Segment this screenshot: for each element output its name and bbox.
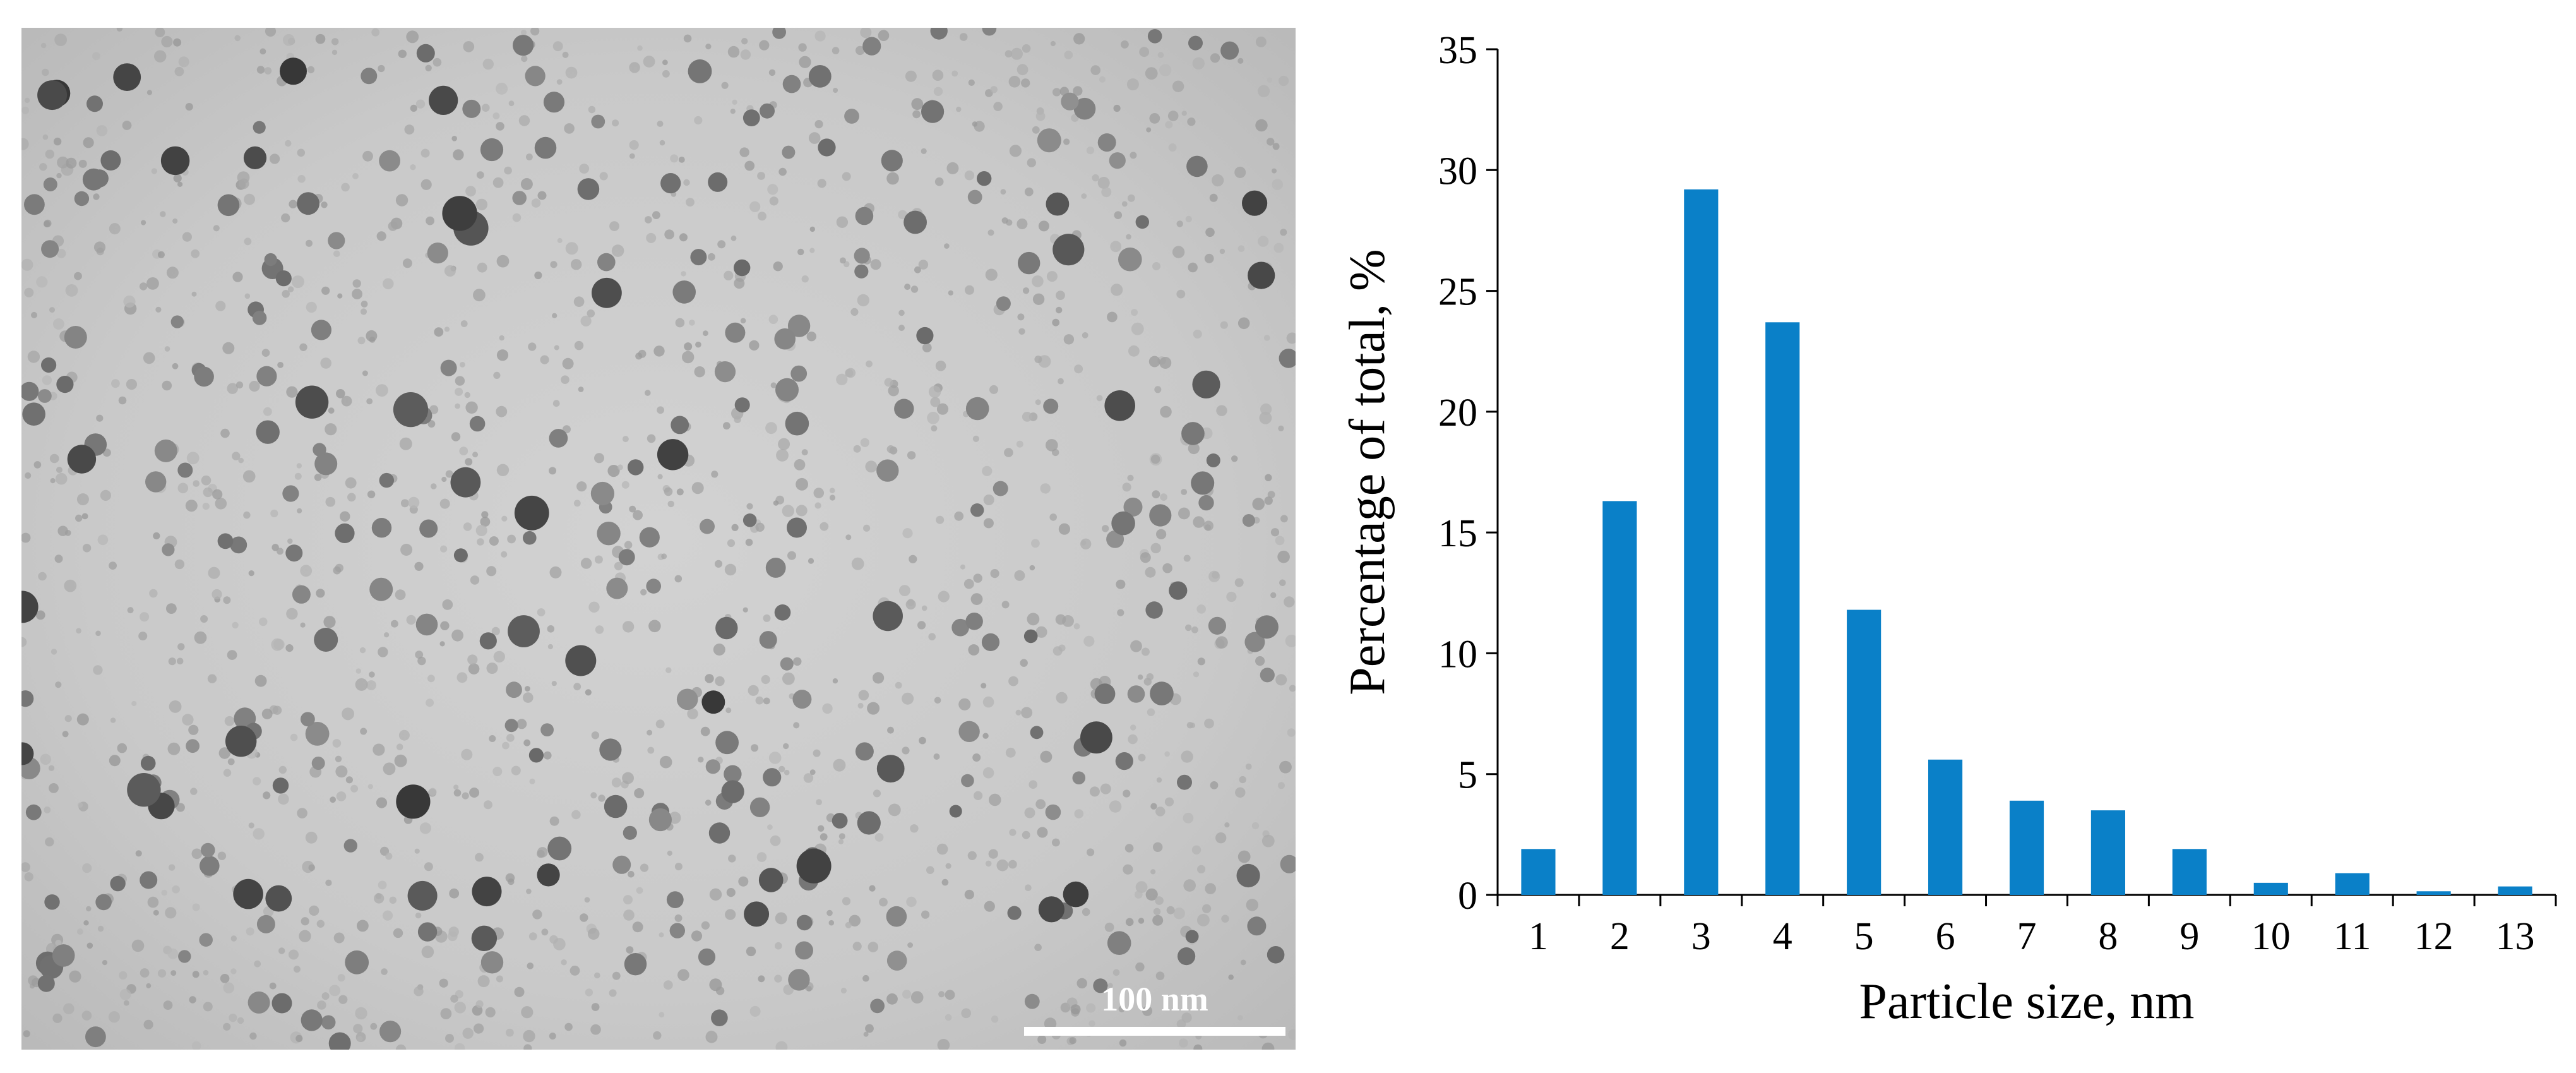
bar-size-12 bbox=[2416, 891, 2451, 895]
y-tick-label: 10 bbox=[1438, 633, 1477, 676]
y-tick-label: 25 bbox=[1438, 271, 1477, 314]
micrograph-image: 100 nm bbox=[21, 28, 1296, 1050]
bars bbox=[1521, 189, 2532, 896]
y-tick-label: 0 bbox=[1458, 875, 1477, 918]
bar-size-10 bbox=[2253, 882, 2288, 895]
x-tick-label: 7 bbox=[2017, 915, 2037, 958]
bar-size-5 bbox=[1847, 609, 1881, 895]
y-axis-label: Percentage of total, % bbox=[1340, 249, 1395, 695]
y-tick-label: 20 bbox=[1438, 392, 1477, 435]
bar-size-1 bbox=[1521, 849, 1556, 895]
particles bbox=[21, 28, 1296, 1050]
y-tick-label: 35 bbox=[1438, 29, 1477, 72]
scale-bar-label: 100 nm bbox=[1101, 980, 1208, 1018]
x-tick-label: 5 bbox=[1854, 915, 1874, 958]
bar-size-13 bbox=[2498, 886, 2532, 895]
y-tick-label: 5 bbox=[1458, 754, 1477, 797]
bar-size-3 bbox=[1684, 189, 1719, 896]
bar-size-9 bbox=[2172, 849, 2207, 895]
x-axis: 1 2 3 4 5 6 7 8 9 10 11 12 13 bbox=[1496, 894, 2557, 958]
bar-size-8 bbox=[2090, 810, 2125, 895]
x-tick-label: 8 bbox=[2098, 915, 2118, 958]
particle-size-histogram: 0 5 10 15 20 25 30 35 1 2 3 4 5 6 7 8 9 10 11 12 13 Percent… bbox=[1332, 0, 2576, 1073]
bar-size-11 bbox=[2335, 873, 2370, 895]
bar-size-2 bbox=[1602, 501, 1637, 895]
x-tick-label: 4 bbox=[1773, 915, 1792, 958]
x-tick-label: 10 bbox=[2251, 915, 2291, 958]
x-tick-label: 2 bbox=[1610, 915, 1630, 958]
x-tick-label: 11 bbox=[2334, 915, 2371, 958]
bar-size-7 bbox=[2009, 800, 2044, 895]
y-tick-label: 15 bbox=[1438, 512, 1477, 555]
scale-bar bbox=[1024, 1027, 1285, 1036]
y-axis: 0 5 10 15 20 25 30 35 bbox=[1438, 29, 1499, 918]
x-tick-label: 3 bbox=[1691, 915, 1711, 958]
x-tick-label: 12 bbox=[2414, 915, 2454, 958]
bar-size-6 bbox=[1928, 759, 1963, 895]
x-tick-label: 9 bbox=[2179, 915, 2199, 958]
x-tick-label: 1 bbox=[1529, 915, 1548, 958]
x-axis-label: Particle size, nm bbox=[1859, 974, 2195, 1029]
tem-micrograph: 100 nm bbox=[21, 28, 1296, 1050]
bar-size-4 bbox=[1765, 322, 1800, 895]
x-tick-label: 13 bbox=[2496, 915, 2535, 958]
y-tick-label: 30 bbox=[1438, 150, 1477, 193]
x-tick-label: 6 bbox=[1936, 915, 1955, 958]
